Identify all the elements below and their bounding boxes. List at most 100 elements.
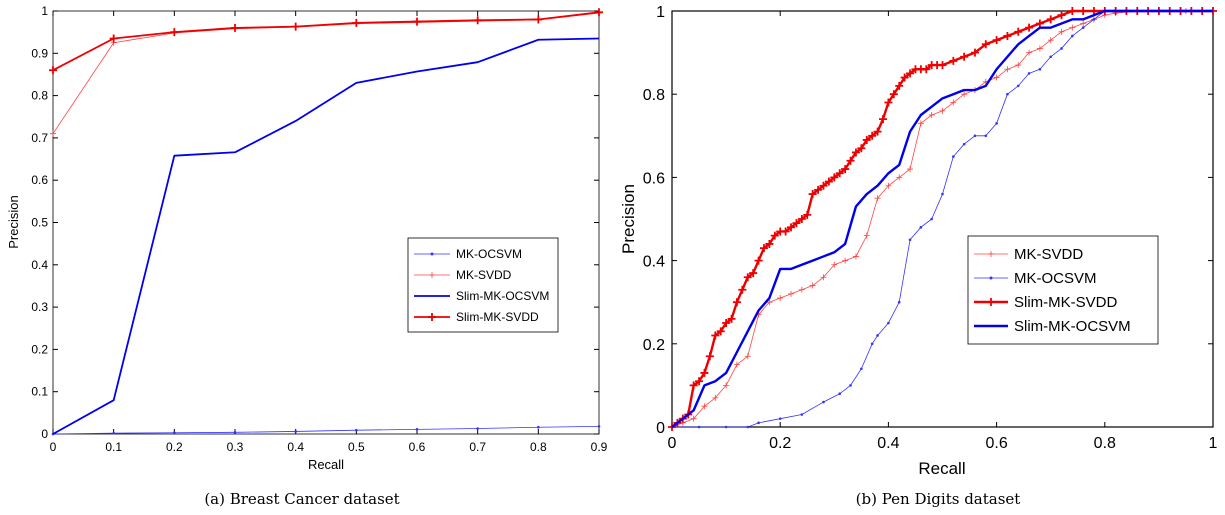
data-point (690, 415, 697, 422)
data-point (170, 28, 179, 37)
data-point (874, 195, 881, 202)
chart-b: 0 0.2 0.4 0.6 0.8 1 0 0.2 0.4 0.6 0.8 1 MK-SVDD MK-OC… (619, 4, 1218, 508)
data-point (822, 400, 825, 404)
data-point (870, 342, 874, 346)
y-tick-label: 0.7 (31, 131, 48, 145)
y-tick-label: 0.4 (31, 258, 48, 272)
data-point (700, 368, 709, 377)
data-point (950, 99, 957, 106)
legend-marker (428, 313, 436, 321)
data-point (1014, 27, 1023, 36)
legend-marker (988, 251, 994, 257)
data-point (291, 22, 300, 31)
data-point (803, 210, 812, 219)
data-point (1036, 45, 1043, 52)
data-point (1080, 20, 1087, 27)
data-point (851, 148, 860, 157)
data-point (970, 48, 979, 57)
data-point (413, 17, 421, 26)
data-point (534, 15, 543, 24)
data-point (960, 52, 969, 61)
data-point (800, 413, 804, 416)
legend-item: MK-OCSVM (414, 247, 522, 261)
x-tick-label: 0.8 (1094, 435, 1116, 452)
y-tick-label: 1 (656, 4, 665, 21)
legend-label: MK-SVDD (456, 268, 512, 282)
data-point (928, 112, 935, 118)
data-point (1015, 62, 1022, 69)
legend-item: MK-OCSVM (974, 270, 1097, 287)
data-point (777, 295, 784, 302)
y-tick-label: 0.8 (643, 87, 665, 104)
data-point (919, 226, 923, 229)
data-point (781, 227, 790, 236)
data-point (1079, 7, 1088, 15)
y-tick-label: 0.2 (31, 342, 48, 356)
data-point (857, 144, 866, 153)
chart-b-ylabel: Precision (619, 184, 638, 254)
data-point (727, 314, 736, 323)
data-point (1004, 66, 1011, 73)
data-point (831, 261, 838, 268)
data-point (352, 18, 361, 27)
y-tick-label: 0.2 (643, 337, 665, 354)
series-line-mk-ocsvm (672, 10, 1213, 428)
x-tick-label: 0 (50, 440, 57, 454)
data-point (1047, 37, 1054, 44)
data-point (1006, 92, 1009, 96)
x-tick-label: 0.4 (287, 440, 304, 454)
data-point (1081, 26, 1085, 29)
legend-item: Slim-MK-SVDD (414, 310, 539, 324)
data-point (824, 177, 833, 186)
x-tick-label: 0.5 (348, 440, 365, 454)
series-slim-mk-ocsvm (52, 37, 600, 435)
legend-marker (989, 276, 993, 280)
data-point (907, 166, 914, 173)
data-point (862, 135, 871, 144)
x-tick-label: 0 (668, 435, 677, 452)
series-line-mk-svdd (671, 10, 1213, 428)
data-point (723, 382, 730, 389)
legend-marker (430, 252, 434, 256)
y-tick-label: 0.8 (31, 89, 48, 103)
data-point (809, 282, 816, 289)
data-point (1049, 55, 1052, 59)
data-point (705, 352, 714, 361)
plot-frame (52, 10, 600, 435)
series-mk-ocsvm (670, 9, 1215, 429)
legend-item: Slim-MK-OCSVM (974, 318, 1131, 335)
data-point (798, 286, 805, 293)
legend-marker (429, 272, 435, 278)
data-point (897, 300, 901, 304)
data-point (884, 98, 893, 107)
data-point (952, 155, 955, 158)
data-point (830, 173, 839, 182)
data-point (1069, 24, 1076, 31)
series-line-slim-mk-ocsvm (52, 37, 600, 435)
x-tick-label: 0.2 (166, 440, 183, 454)
chart-a-caption: (a) Breast Cancer dataset (204, 490, 399, 508)
data-point (1046, 15, 1055, 24)
data-point (109, 34, 118, 43)
data-point (842, 257, 849, 264)
x-tick-label: 0.2 (769, 435, 791, 452)
y-tick-label: 0 (656, 420, 665, 437)
data-point (722, 319, 731, 327)
data-point (938, 61, 947, 70)
data-point (749, 269, 758, 278)
series-layer (49, 8, 603, 436)
data-point (993, 74, 1000, 81)
data-point (754, 256, 763, 265)
data-point (1057, 11, 1066, 20)
legend-item: MK-SVDD (974, 246, 1083, 263)
legend-label: Slim-MK-OCSVM (456, 289, 549, 303)
data-point (1026, 49, 1033, 56)
data-point (744, 353, 751, 360)
data-point (1025, 23, 1034, 32)
data-point (900, 73, 909, 82)
data-point (355, 428, 358, 432)
data-point (981, 40, 990, 49)
data-point (473, 16, 482, 25)
data-point (887, 321, 890, 325)
